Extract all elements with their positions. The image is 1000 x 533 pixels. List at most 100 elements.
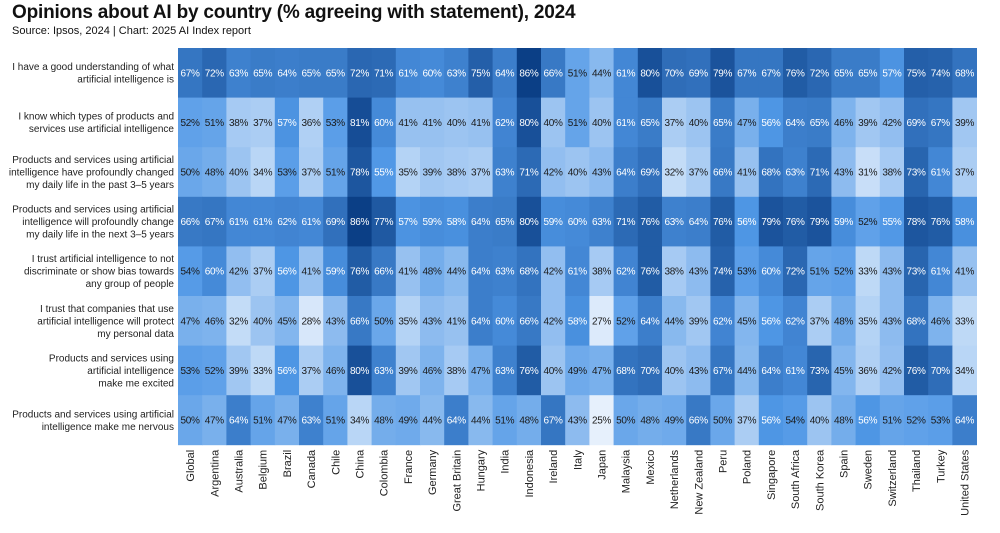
- cell-value-label: 80%: [519, 217, 539, 228]
- heatmap-cell: [879, 395, 905, 446]
- cell-value-label: 53%: [737, 267, 757, 278]
- cell-value-label: 51%: [205, 118, 225, 129]
- heatmap-cell: [637, 97, 663, 148]
- cell-value-label: 80%: [350, 366, 370, 377]
- cell-value-label: 79%: [713, 68, 733, 79]
- heatmap-cell: [323, 48, 348, 98]
- heatmap-cell: [952, 196, 977, 247]
- cell-value-label: 63%: [786, 168, 806, 179]
- heatmap-cell: [420, 246, 445, 297]
- heatmap-cell: [274, 48, 300, 98]
- heatmap-cell: [468, 296, 493, 346]
- heatmap-cell: [274, 296, 300, 346]
- cell-value-label: 48%: [205, 168, 225, 179]
- heatmap-cell: [299, 147, 324, 198]
- heatmap-cell: [734, 196, 760, 247]
- heatmap-cell: [468, 97, 493, 148]
- cell-value-label: 76%: [640, 217, 660, 228]
- column-label: China: [355, 449, 367, 479]
- cell-value-label: 86%: [350, 217, 370, 228]
- heatmap-cell: [637, 147, 663, 198]
- cell-value-label: 76%: [350, 267, 370, 278]
- heatmap-cell: [904, 345, 929, 396]
- cell-value-label: 38%: [665, 267, 685, 278]
- heatmap-cell: [879, 345, 905, 396]
- cell-value-label: 70%: [665, 68, 685, 79]
- cell-value-label: 37%: [253, 118, 273, 129]
- row-label: Products and services using artificial in…: [12, 205, 174, 241]
- heatmap-cell: [565, 246, 590, 297]
- cell-value-label: 40%: [447, 118, 467, 129]
- cell-value-label: 44%: [471, 416, 491, 427]
- cell-value-label: 64%: [640, 316, 660, 327]
- cell-value-label: 46%: [834, 118, 854, 129]
- cell-value-label: 37%: [665, 118, 685, 129]
- cell-value-label: 43%: [568, 416, 588, 427]
- heatmap-cell: [541, 48, 566, 98]
- heatmap-cell: [734, 48, 760, 98]
- column-label: Chile: [330, 450, 342, 475]
- heatmap-cell: [347, 296, 372, 346]
- cell-value-label: 46%: [931, 316, 951, 327]
- cell-value-label: 31%: [858, 168, 878, 179]
- cell-value-label: 56%: [277, 366, 297, 377]
- cell-value-label: 44%: [665, 316, 685, 327]
- cell-value-label: 76%: [640, 267, 660, 278]
- heatmap-cell: [686, 48, 711, 98]
- cell-value-label: 51%: [810, 267, 830, 278]
- cell-value-label: 42%: [229, 267, 249, 278]
- cell-value-label: 43%: [592, 168, 612, 179]
- heatmap-cell: [323, 97, 348, 148]
- cell-value-label: 65%: [253, 68, 273, 79]
- cell-value-label: 61%: [931, 168, 951, 179]
- heatmap-cell: [928, 395, 953, 446]
- cell-value-label: 37%: [253, 267, 273, 278]
- heatmap-cell: [928, 147, 953, 198]
- cell-value-label: 37%: [689, 168, 709, 179]
- cell-value-label: 47%: [205, 416, 225, 427]
- cell-value-label: 66%: [519, 316, 539, 327]
- cell-value-label: 76%: [931, 217, 951, 228]
- cell-value-label: 42%: [544, 168, 564, 179]
- cell-value-label: 50%: [616, 416, 636, 427]
- heatmap-cell: [758, 296, 784, 346]
- cell-value-label: 42%: [544, 316, 564, 327]
- cell-value-label: 65%: [858, 68, 878, 79]
- heatmap-cell: [492, 345, 518, 396]
- heatmap-cell: [855, 246, 881, 297]
- cell-value-label: 65%: [834, 68, 854, 79]
- heatmap-cell: [831, 345, 856, 396]
- cell-value-label: 66%: [689, 416, 709, 427]
- heatmap-cell: [783, 345, 808, 396]
- cell-value-label: 49%: [665, 416, 685, 427]
- heatmap-cell: [178, 246, 203, 297]
- cell-value-label: 56%: [737, 217, 757, 228]
- cell-value-label: 40%: [544, 366, 564, 377]
- heatmap-cells: [178, 48, 977, 446]
- heatmap-cell: [226, 48, 251, 98]
- cell-value-label: 35%: [398, 316, 418, 327]
- column-label: France: [403, 450, 415, 484]
- heatmap-cell: [952, 345, 977, 396]
- cell-value-label: 40%: [568, 168, 588, 179]
- heatmap-cell: [444, 345, 469, 396]
- heatmap-cell: [904, 246, 929, 297]
- heatmap-cell: [783, 147, 808, 198]
- heatmap-cell: [226, 97, 251, 148]
- heatmap-cell: [444, 296, 469, 346]
- row-label: I trust that companies that use artificia…: [37, 304, 174, 340]
- heatmap-cell: [202, 147, 227, 198]
- cell-value-label: 50%: [374, 316, 394, 327]
- heatmap-cell: [371, 147, 397, 198]
- heatmap-cell: [226, 345, 251, 396]
- cell-value-label: 32%: [229, 316, 249, 327]
- column-label: Belgium: [258, 450, 270, 490]
- heatmap-cell: [662, 345, 687, 396]
- cell-value-label: 34%: [253, 168, 273, 179]
- cell-value-label: 69%: [640, 168, 660, 179]
- heatmap-cell: [807, 246, 832, 297]
- column-label: South Africa: [790, 449, 802, 509]
- heatmap-cell: [613, 97, 639, 148]
- heatmap-cell: [710, 196, 735, 247]
